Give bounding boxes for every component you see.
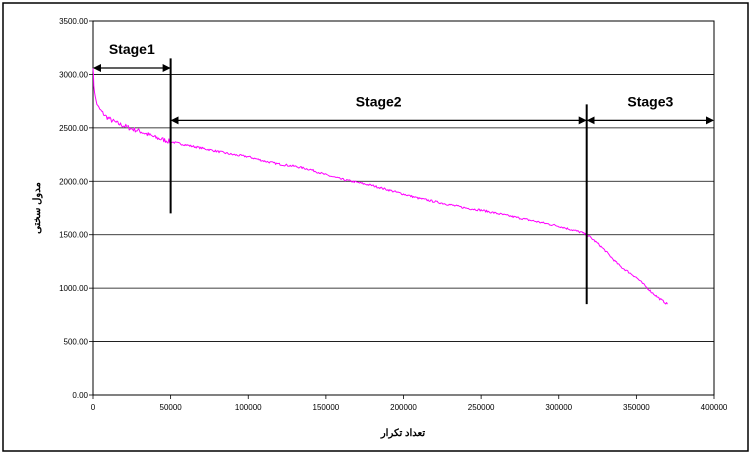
y-tick-label: 500.00 bbox=[64, 338, 89, 347]
y-tick-label: 0.00 bbox=[72, 391, 88, 400]
y-tick-label: 1500.00 bbox=[59, 231, 88, 240]
x-tick-label: 150000 bbox=[313, 403, 340, 412]
x-axis-ticks: 0 50000 100000 150000 200000 250000 300000 3500… bbox=[91, 395, 728, 412]
x-axis-title: تعداد تکرار bbox=[380, 428, 426, 439]
x-tick-label: 100000 bbox=[235, 403, 262, 412]
series-layer bbox=[92, 68, 668, 305]
y-axis-ticks: 0.00 500.00 1000.00 1500.00 2000.00 2500.00 30… bbox=[59, 17, 93, 400]
y-tick-label: 2000.00 bbox=[59, 177, 88, 186]
x-tick-label: 0 bbox=[91, 403, 96, 412]
stage-markers bbox=[169, 58, 588, 305]
series-line-0 bbox=[92, 68, 668, 305]
x-tick-label: 350000 bbox=[623, 403, 650, 412]
x-tick-label: 200000 bbox=[390, 403, 417, 412]
stage-annotations: Stage1 Stage2 Stage3 bbox=[93, 41, 714, 125]
y-tick-label: 1000.00 bbox=[59, 284, 88, 293]
stage-label-1: Stage1 bbox=[109, 41, 155, 57]
x-tick-label: 400000 bbox=[701, 403, 728, 412]
plot-area bbox=[92, 20, 715, 396]
y-tick-label: 3000.00 bbox=[59, 70, 88, 79]
stage-label-3: Stage3 bbox=[627, 93, 673, 109]
x-tick-label: 300000 bbox=[545, 403, 572, 412]
x-tick-label: 250000 bbox=[468, 403, 495, 412]
y-axis-title: مدول سختی bbox=[32, 182, 43, 234]
stage-label-2: Stage2 bbox=[356, 93, 402, 109]
gridlines bbox=[93, 74, 714, 342]
y-tick-label: 3500.00 bbox=[59, 17, 88, 26]
y-tick-label: 2500.00 bbox=[59, 124, 88, 133]
x-tick-label: 50000 bbox=[160, 403, 183, 412]
